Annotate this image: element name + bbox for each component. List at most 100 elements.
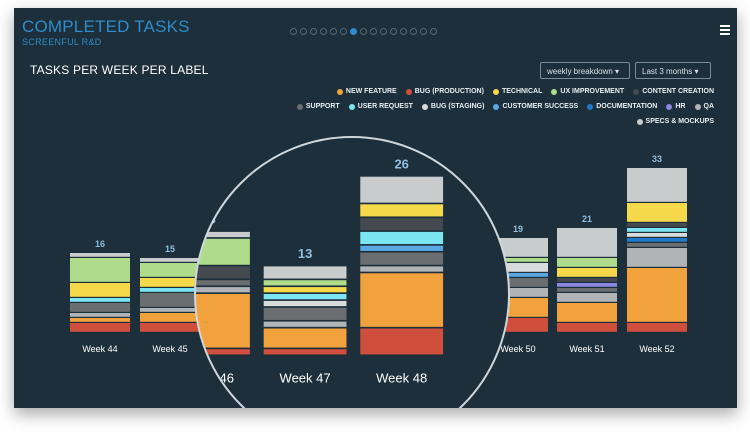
- bar-segment[interactable]: [263, 328, 347, 348]
- bar-segment[interactable]: [360, 245, 444, 251]
- page-dot[interactable]: [390, 28, 397, 35]
- bar-segment[interactable]: [557, 293, 617, 302]
- page-dot[interactable]: [340, 28, 347, 35]
- bar-segment[interactable]: [627, 228, 687, 232]
- page-dot[interactable]: [410, 28, 417, 35]
- bar-segment[interactable]: [627, 223, 687, 227]
- bar-segment[interactable]: [627, 203, 687, 222]
- bar-segment[interactable]: [70, 313, 130, 317]
- legend-item[interactable]: SUPPORT: [296, 103, 340, 110]
- page-dot[interactable]: [320, 28, 327, 35]
- bar-segment[interactable]: [627, 243, 687, 247]
- legend-item[interactable]: HR: [666, 103, 686, 110]
- bar-segment[interactable]: [70, 323, 130, 332]
- bar-segment[interactable]: [140, 313, 200, 322]
- bar-segment[interactable]: [192, 231, 250, 238]
- legend-item[interactable]: BUG (STAGING): [421, 103, 484, 110]
- legend-item[interactable]: UX IMPROVEMENT: [551, 88, 624, 95]
- bar-segment[interactable]: [263, 287, 347, 293]
- bar-segment[interactable]: [192, 287, 250, 293]
- bar-segment[interactable]: [488, 288, 548, 297]
- bar-segment[interactable]: [557, 278, 617, 282]
- bar-segment[interactable]: [360, 204, 444, 217]
- bar-segment[interactable]: [360, 218, 444, 231]
- bar-segment[interactable]: [140, 278, 200, 287]
- bar-segment[interactable]: [140, 308, 200, 312]
- weekly-breakdown-dropdown[interactable]: weekly breakdown ▾: [540, 62, 630, 79]
- legend-item[interactable]: TECHNICAL: [492, 88, 542, 95]
- bar-segment[interactable]: [627, 248, 687, 267]
- bar-segment[interactable]: [140, 288, 200, 292]
- legend-item[interactable]: USER REQUEST: [348, 103, 413, 110]
- date-range-dropdown[interactable]: Last 3 months ▾: [635, 62, 711, 79]
- legend-item[interactable]: BUG (PRODUCTION): [405, 88, 484, 95]
- bar-segment[interactable]: [140, 293, 200, 307]
- bar-segment[interactable]: [627, 238, 687, 242]
- bar-segment[interactable]: [360, 176, 444, 203]
- bar-segment[interactable]: [140, 323, 200, 332]
- page-dot[interactable]: [420, 28, 427, 35]
- legend-label: CONTENT CREATION: [642, 88, 714, 95]
- bar-segment[interactable]: [70, 303, 130, 312]
- bar-segment[interactable]: [263, 280, 347, 286]
- bar-segment[interactable]: [263, 349, 347, 355]
- bar-segment[interactable]: [557, 258, 617, 267]
- bar-segment[interactable]: [140, 258, 200, 262]
- legend-item[interactable]: CONTENT CREATION: [633, 88, 714, 95]
- bar-segment[interactable]: [627, 168, 687, 202]
- bar-segment[interactable]: [140, 263, 200, 277]
- bar-segment[interactable]: [627, 323, 687, 332]
- bar-segment[interactable]: [263, 300, 347, 307]
- page-dot[interactable]: [330, 28, 337, 35]
- bar-segment[interactable]: [557, 288, 617, 292]
- page-dot[interactable]: [380, 28, 387, 35]
- bar-segment[interactable]: [70, 298, 130, 302]
- legend-item[interactable]: QA: [694, 103, 714, 110]
- page-dot[interactable]: [350, 28, 357, 35]
- legend-row: NEW FEATURE BUG (PRODUCTION) TECHNICAL UX I…: [314, 84, 714, 99]
- page-dot[interactable]: [360, 28, 367, 35]
- bar-segment[interactable]: [70, 258, 130, 282]
- bar-segment[interactable]: [263, 266, 347, 279]
- bar-segment[interactable]: [488, 263, 548, 272]
- bar-segment[interactable]: [263, 294, 347, 300]
- legend-item[interactable]: CUSTOMER SUCCESS: [493, 103, 578, 110]
- bar-segment[interactable]: [360, 231, 444, 245]
- page-dot[interactable]: [290, 28, 297, 35]
- page-dot[interactable]: [430, 28, 437, 35]
- bar-segment[interactable]: [488, 278, 548, 287]
- bar-segment[interactable]: [488, 273, 548, 277]
- legend-item[interactable]: NEW FEATURE: [336, 88, 397, 95]
- legend-item[interactable]: DOCUMENTATION: [587, 103, 657, 110]
- pagination-dots[interactable]: [290, 28, 437, 35]
- hamburger-icon[interactable]: [720, 25, 730, 35]
- bar-segment[interactable]: [263, 321, 347, 327]
- bar-segment[interactable]: [557, 283, 617, 287]
- bar-segment[interactable]: [70, 253, 130, 257]
- page-dot[interactable]: [300, 28, 307, 35]
- page-dot[interactable]: [370, 28, 377, 35]
- bar-segment[interactable]: [192, 266, 250, 279]
- bar-segment[interactable]: [557, 268, 617, 277]
- bar-segment[interactable]: [192, 294, 250, 348]
- bar-segment[interactable]: [360, 328, 444, 355]
- bar-segment[interactable]: [70, 283, 130, 297]
- bar-segment[interactable]: [557, 323, 617, 332]
- bar-segment[interactable]: [488, 258, 548, 262]
- bar-segment[interactable]: [192, 349, 250, 355]
- bar-segment[interactable]: [263, 307, 347, 320]
- page-dot[interactable]: [400, 28, 407, 35]
- hamburger-menu-icon[interactable]: [720, 25, 732, 37]
- bar-segment[interactable]: [627, 268, 687, 322]
- bar-segment[interactable]: [360, 266, 444, 272]
- page-dot[interactable]: [310, 28, 317, 35]
- bar-segment[interactable]: [627, 233, 687, 237]
- legend-item[interactable]: SPECS & MOCKUPS: [636, 118, 714, 125]
- legend-label: SPECS & MOCKUPS: [645, 118, 714, 125]
- bar-segment[interactable]: [70, 318, 130, 322]
- bar-segment[interactable]: [360, 252, 444, 265]
- bar-segment[interactable]: [557, 303, 617, 322]
- bar-segment[interactable]: [192, 280, 250, 286]
- bar-segment[interactable]: [557, 228, 617, 257]
- bar-segment[interactable]: [360, 273, 444, 327]
